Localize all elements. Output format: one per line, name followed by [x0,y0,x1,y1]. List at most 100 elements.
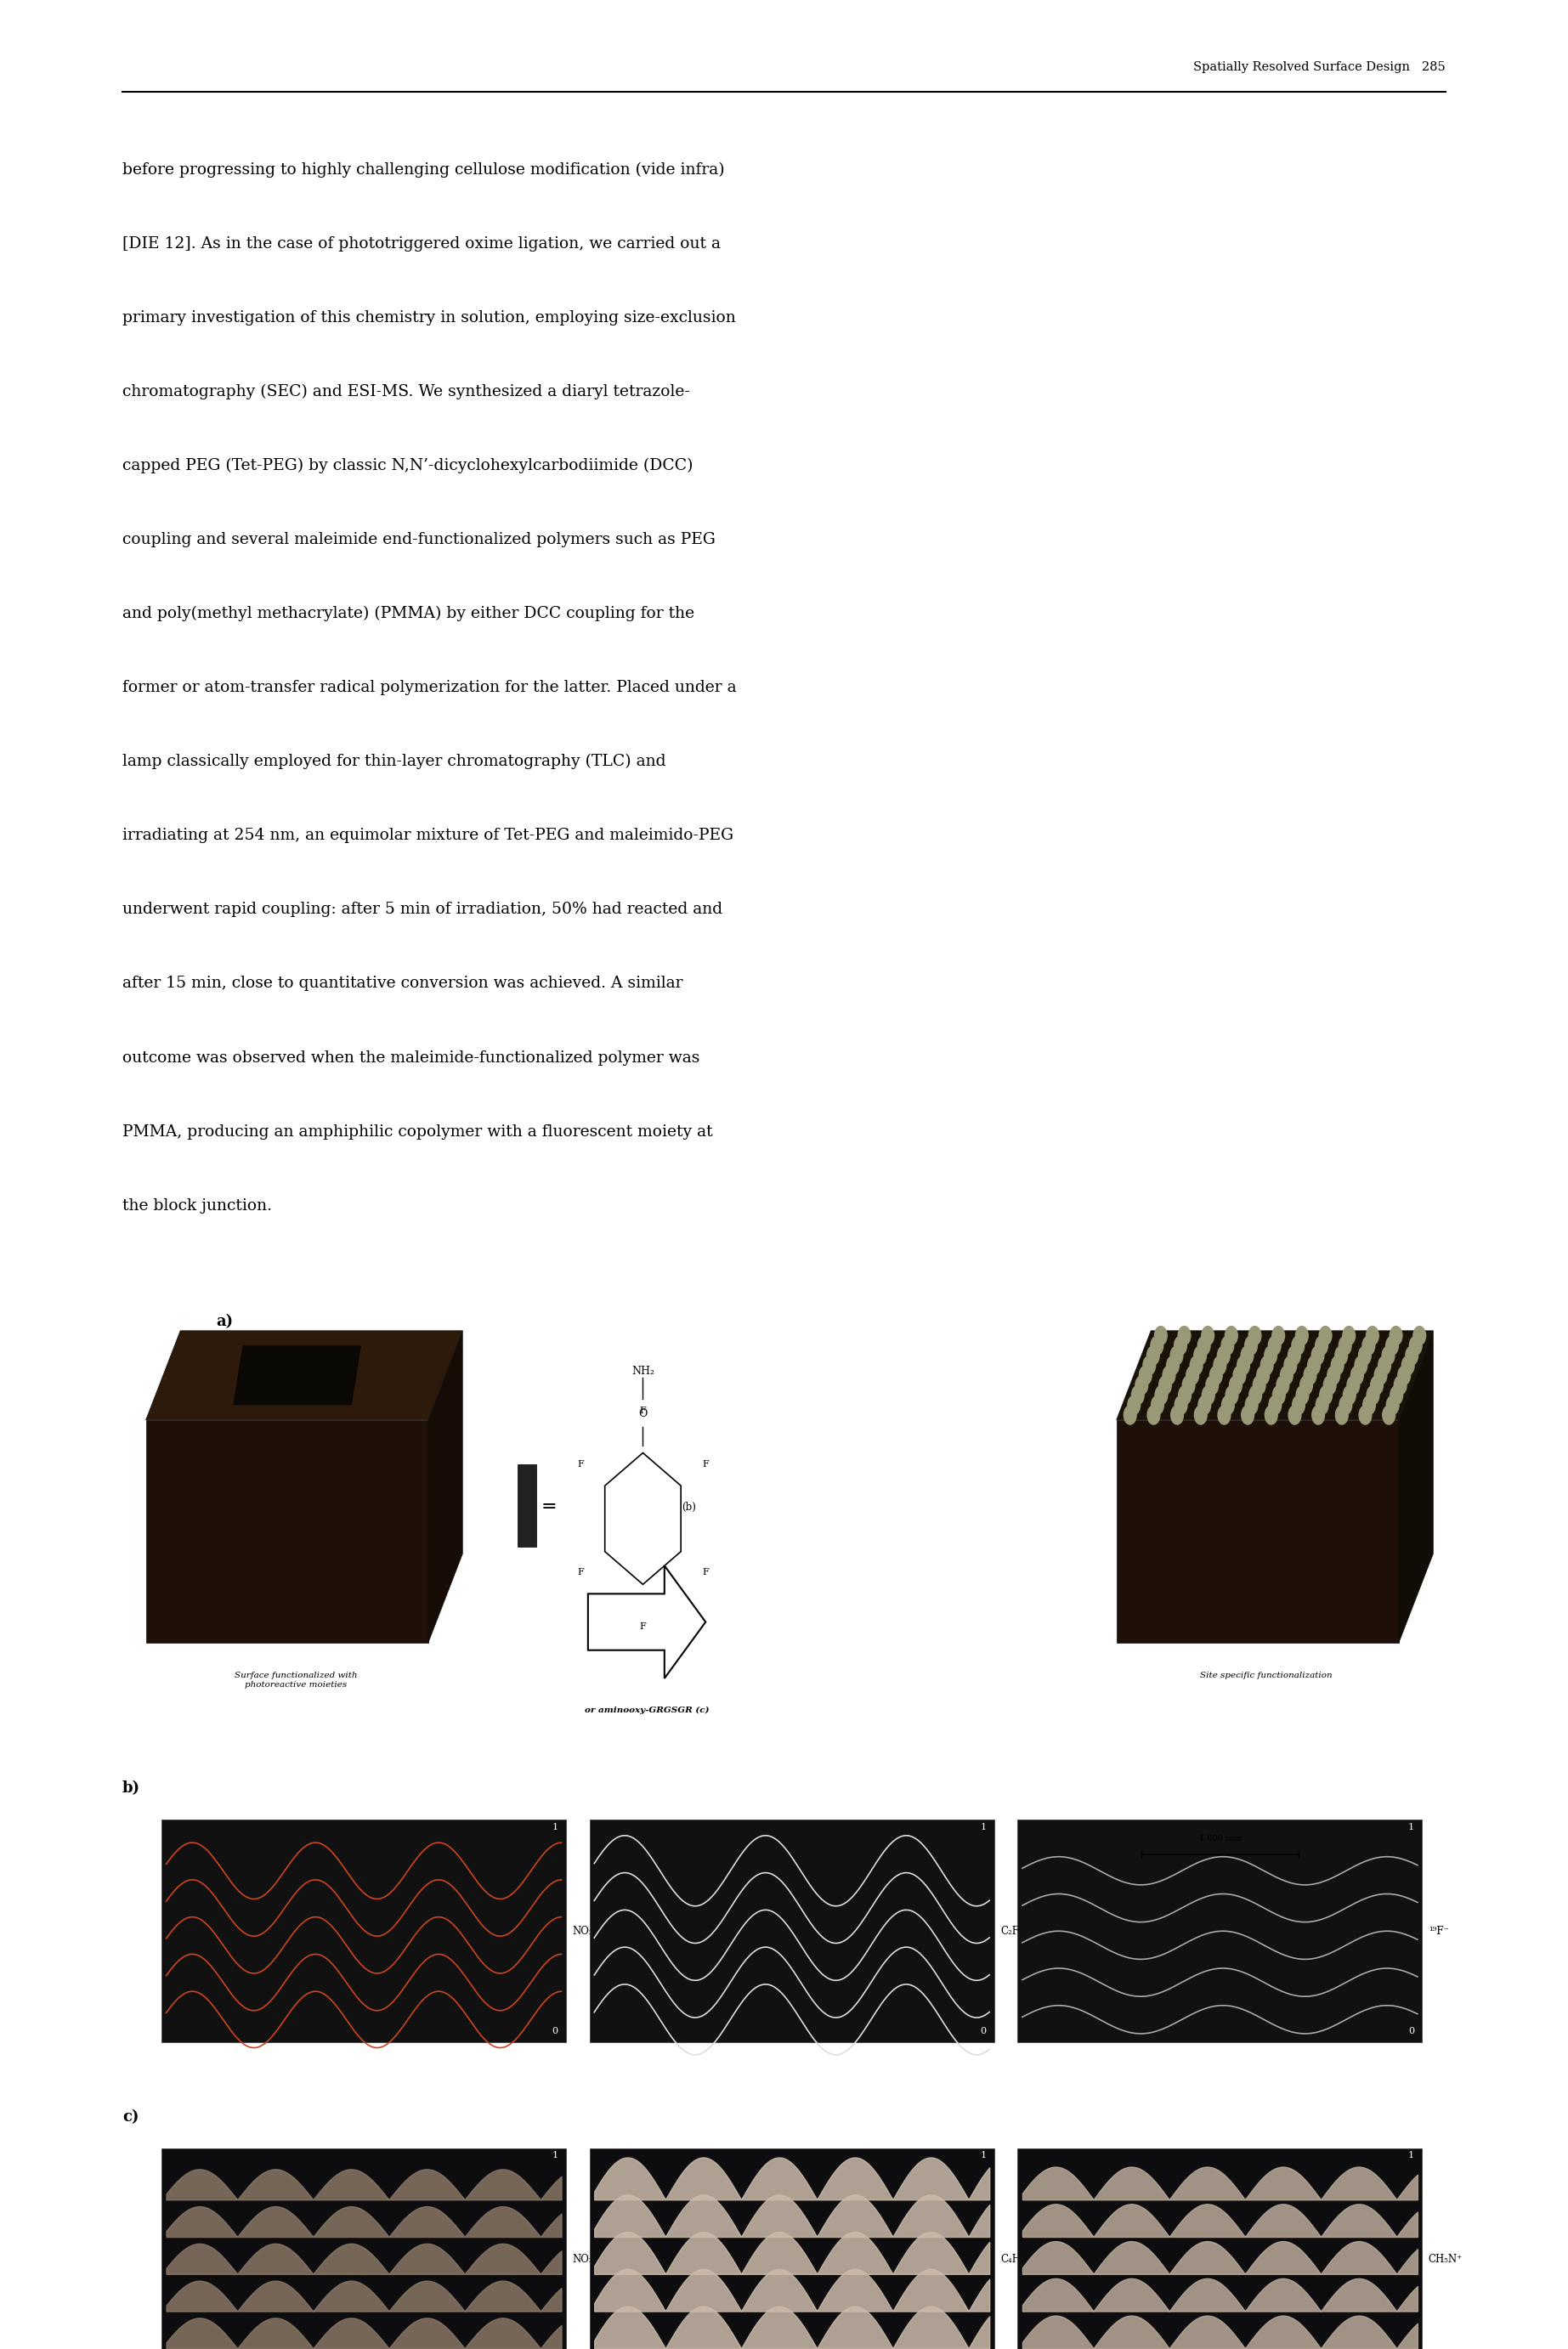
Text: F: F [577,1461,583,1468]
Circle shape [1350,1367,1364,1386]
Circle shape [1225,1327,1237,1346]
Text: capped PEG (Tet-PEG) by classic N,N’-dicyclohexylcarbodiimide (DCC): capped PEG (Tet-PEG) by classic N,N’-dic… [122,458,693,474]
Text: 0: 0 [552,2027,558,2037]
Text: 1: 1 [552,2152,558,2161]
Text: [DIE 12]. As in the case of phototriggered oxime ligation, we carried out a: [DIE 12]. As in the case of phototrigger… [122,237,721,251]
Circle shape [1284,1355,1297,1374]
Circle shape [1143,1355,1156,1374]
Text: CH₅N⁺: CH₅N⁺ [1428,2255,1463,2264]
Circle shape [1265,1405,1278,1423]
Text: 1: 1 [552,1823,558,1832]
Circle shape [1273,1386,1286,1405]
Circle shape [1289,1405,1301,1423]
Circle shape [1127,1395,1140,1414]
Text: 1: 1 [980,1823,986,1832]
Circle shape [1413,1327,1425,1346]
Circle shape [1187,1367,1200,1386]
Circle shape [1146,1346,1159,1365]
Circle shape [1195,1405,1207,1423]
Polygon shape [1116,1332,1433,1421]
Circle shape [1135,1377,1148,1395]
Text: C₄H₈N⁺: C₄H₈N⁺ [1000,2255,1038,2264]
Bar [162,1820,566,2044]
Circle shape [1383,1405,1396,1423]
Circle shape [1269,1337,1281,1355]
Text: the block junction.: the block junction. [122,1198,271,1214]
Circle shape [1156,1386,1168,1405]
Bar [162,2149,566,2349]
Circle shape [1124,1405,1137,1423]
Circle shape [1210,1367,1223,1386]
Circle shape [1386,1337,1399,1355]
Circle shape [1170,1346,1182,1365]
Circle shape [1269,1395,1281,1414]
Circle shape [1148,1405,1160,1423]
Circle shape [1198,1395,1210,1414]
Circle shape [1292,1337,1305,1355]
Circle shape [1366,1327,1378,1346]
Circle shape [1167,1355,1179,1374]
Text: 1 000 mm: 1 000 mm [1200,1835,1240,1844]
Bar [590,2149,994,2349]
Circle shape [1206,1377,1218,1395]
Text: F: F [640,1407,646,1414]
Circle shape [1359,1405,1372,1423]
Circle shape [1300,1377,1312,1395]
Circle shape [1391,1386,1403,1405]
Text: Surface functionalized with
photoreactive moieties: Surface functionalized with photoreactiv… [234,1672,358,1689]
Circle shape [1389,1327,1402,1346]
Circle shape [1358,1346,1370,1365]
Circle shape [1279,1367,1294,1386]
Circle shape [1386,1395,1399,1414]
Circle shape [1355,1355,1367,1374]
Text: =: = [541,1499,557,1515]
Circle shape [1339,1337,1352,1355]
Circle shape [1316,1395,1328,1414]
Circle shape [1162,1367,1176,1386]
Circle shape [1367,1386,1380,1405]
Circle shape [1378,1355,1391,1374]
Text: PMMA, producing an amphiphilic copolymer with a fluorescent moiety at: PMMA, producing an amphiphilic copolymer… [122,1125,712,1139]
Circle shape [1316,1337,1328,1355]
Circle shape [1245,1395,1258,1414]
Text: irradiating at 254 nm, an equimolar mixture of Tet-PEG and maleimido-PEG: irradiating at 254 nm, an equimolar mixt… [122,829,734,843]
Text: Site specific functionalization: Site specific functionalization [1200,1672,1333,1680]
Bar [1018,2149,1422,2349]
Polygon shape [146,1421,428,1644]
Circle shape [1151,1395,1163,1414]
Polygon shape [428,1332,463,1644]
Circle shape [1250,1386,1262,1405]
Circle shape [1182,1377,1195,1395]
Text: outcome was observed when the maleimide-functionalized polymer was: outcome was observed when the maleimide-… [122,1050,699,1066]
Circle shape [1328,1367,1341,1386]
Circle shape [1154,1327,1167,1346]
Circle shape [1344,1386,1356,1405]
Text: 0: 0 [1408,2027,1414,2037]
Text: NO₂⁻: NO₂⁻ [572,1926,599,1936]
Polygon shape [1116,1421,1399,1644]
Circle shape [1201,1327,1214,1346]
Circle shape [1319,1327,1331,1346]
Circle shape [1159,1377,1171,1395]
Text: chromatography (SEC) and ESI-MS. We synthesized a diaryl tetrazole-: chromatography (SEC) and ESI-MS. We synt… [122,385,690,399]
Circle shape [1402,1355,1414,1374]
Circle shape [1394,1377,1406,1395]
Text: coupling and several maleimide end-functionalized polymers such as PEG: coupling and several maleimide end-funct… [122,533,715,547]
Circle shape [1193,1346,1206,1365]
Bar [590,1820,994,2044]
Text: 1: 1 [980,2152,986,2161]
Text: NO₂⁻: NO₂⁻ [572,2255,599,2264]
Text: c): c) [122,2109,140,2126]
Circle shape [1405,1346,1417,1365]
Text: Spatially Resolved Surface Design   285: Spatially Resolved Surface Design 285 [1193,61,1446,73]
Circle shape [1178,1327,1190,1346]
Circle shape [1295,1327,1308,1346]
Text: ¹⁹F⁻: ¹⁹F⁻ [1428,1926,1449,1936]
Circle shape [1261,1355,1273,1374]
Circle shape [1399,1367,1411,1386]
Text: or aminooxy-GRGSGR (c): or aminooxy-GRGSGR (c) [585,1708,709,1715]
Text: and poly(methyl methacrylate) (PMMA) by either DCC coupling for the: and poly(methyl methacrylate) (PMMA) by … [122,606,695,622]
Circle shape [1174,1337,1187,1355]
Text: F: F [702,1461,709,1468]
Circle shape [1221,1337,1234,1355]
